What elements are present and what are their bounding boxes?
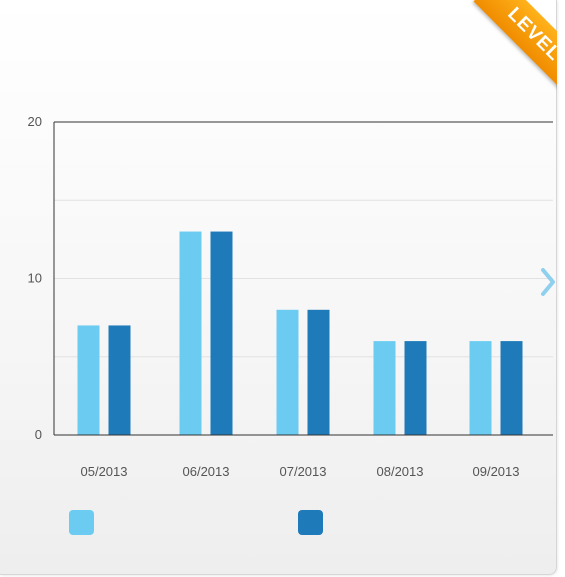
bar-1-05-2013[interactable] xyxy=(77,325,100,435)
bar-2-06-2013[interactable] xyxy=(210,231,233,435)
x-tick-label: 09/2013 xyxy=(473,464,520,479)
x-tick-label: 05/2013 xyxy=(81,464,128,479)
y-tick-label: 0 xyxy=(35,427,42,442)
y-tick-label: 20 xyxy=(28,114,42,129)
x-tick-label: 07/2013 xyxy=(280,464,327,479)
axes xyxy=(53,121,553,436)
bars xyxy=(77,231,523,435)
x-tick-label: 06/2013 xyxy=(183,464,230,479)
bar-1-07-2013[interactable] xyxy=(276,309,299,435)
legend-swatch-series-2[interactable] xyxy=(298,510,323,535)
legend-swatch-series-1[interactable] xyxy=(69,510,94,535)
bar-2-05-2013[interactable] xyxy=(108,325,131,435)
bar-2-09-2013[interactable] xyxy=(500,341,523,435)
y-tick-label: 10 xyxy=(28,271,42,286)
bar-2-07-2013[interactable] xyxy=(307,309,330,435)
bar-1-08-2013[interactable] xyxy=(373,341,396,435)
bar-1-09-2013[interactable] xyxy=(469,341,492,435)
bar-1-06-2013[interactable] xyxy=(179,231,202,435)
axis-labels: 0 10 20 05/2013 06/2013 07/2013 08/2013 09/2013 xyxy=(28,114,520,479)
bar-2-08-2013[interactable] xyxy=(404,341,427,435)
x-tick-label: 08/2013 xyxy=(377,464,424,479)
chevron-right-icon[interactable] xyxy=(540,266,556,298)
